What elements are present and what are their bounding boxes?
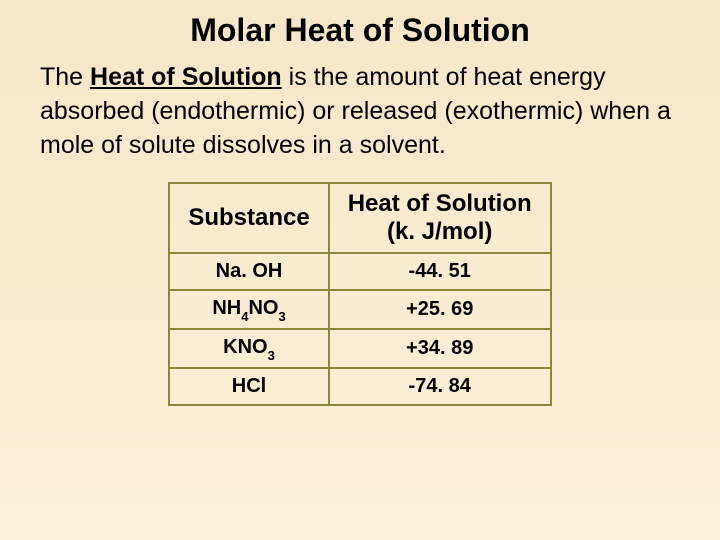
table-row: Na. OH -44. 51 — [169, 253, 550, 290]
col-heat: Heat of Solution (k. J/mol) — [329, 183, 551, 253]
table-row: HCl -74. 84 — [169, 368, 550, 405]
cell-value: +25. 69 — [329, 290, 551, 329]
table-row: NH4NO3 +25. 69 — [169, 290, 550, 329]
table-body: Na. OH -44. 51 NH4NO3 +25. 69 KNO3 +34. … — [169, 253, 550, 405]
table-header-row: Substance Heat of Solution (k. J/mol) — [169, 183, 550, 253]
cell-value: -44. 51 — [329, 253, 551, 290]
table-row: KNO3 +34. 89 — [169, 329, 550, 368]
definition-prefix: The — [40, 63, 90, 91]
cell-value: -74. 84 — [329, 368, 551, 405]
cell-substance: NH4NO3 — [169, 290, 328, 329]
cell-value: +34. 89 — [329, 329, 551, 368]
col-heat-line1: Heat of Solution — [348, 190, 532, 217]
col-heat-line2: (k. J/mol) — [387, 218, 492, 245]
cell-substance: HCl — [169, 368, 328, 405]
col-substance: Substance — [169, 183, 328, 253]
definition-emphasis: Heat of Solution — [90, 63, 282, 91]
heat-of-solution-table: Substance Heat of Solution (k. J/mol) Na… — [168, 182, 551, 406]
table-container: Substance Heat of Solution (k. J/mol) Na… — [40, 182, 680, 406]
definition-text: The Heat of Solution is the amount of he… — [40, 61, 680, 162]
page-title: Molar Heat of Solution — [40, 12, 680, 49]
cell-substance: Na. OH — [169, 253, 328, 290]
cell-substance: KNO3 — [169, 329, 328, 368]
